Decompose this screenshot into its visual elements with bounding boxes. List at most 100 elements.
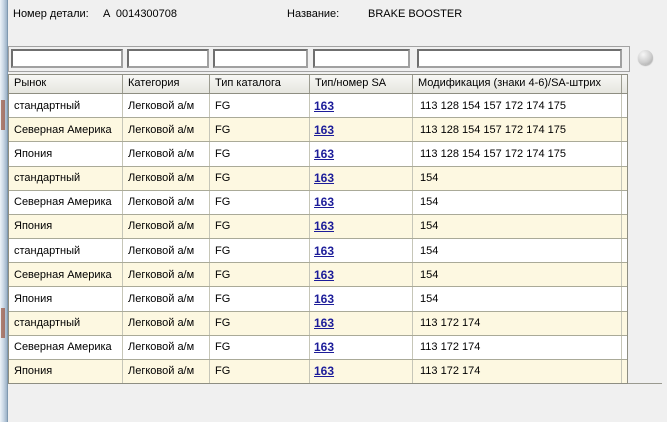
modification-cell: 154: [413, 263, 622, 287]
sa-number-link[interactable]: 163: [314, 364, 335, 379]
market-cell: Северная Америка: [9, 263, 123, 287]
category-cell: Легковой а/м: [123, 239, 210, 263]
modification-cell: 113 128 154 157 172 174 175: [413, 118, 622, 142]
catalog-type-cell: FG: [210, 287, 310, 311]
catalog-type-cell: FG: [210, 311, 310, 335]
modification-cell: 154: [413, 190, 622, 214]
category-cell: Легковой а/м: [123, 94, 210, 118]
table-row[interactable]: Япония Легковой а/м FG 163 154: [9, 287, 627, 312]
category-cell: Легковой а/м: [123, 166, 210, 190]
name-value: BRAKE BOOSTER: [368, 8, 463, 20]
market-cell: Япония: [9, 359, 123, 384]
category-cell: Легковой а/м: [123, 190, 210, 214]
column-header-catalog-type[interactable]: Тип каталога: [210, 75, 310, 93]
table-row[interactable]: Япония Легковой а/м FG 163 113 128 154 1…: [9, 142, 627, 167]
table-row[interactable]: стандартный Легковой а/м FG 163 154: [9, 239, 627, 264]
name-label: Название:: [287, 8, 340, 20]
column-header-sa-number[interactable]: Тип/номер SA: [310, 75, 413, 93]
sa-number-link[interactable]: 163: [314, 316, 335, 331]
sa-number-cell: 163: [310, 335, 413, 359]
table-row[interactable]: Япония Легковой а/м FG 163 154: [9, 214, 627, 240]
filter-input-market[interactable]: [11, 49, 123, 68]
filter-input-sa-number[interactable]: [313, 49, 410, 68]
sa-number-link[interactable]: 163: [314, 98, 335, 113]
sa-number-cell: 163: [310, 142, 413, 166]
sa-number-link[interactable]: 163: [314, 146, 335, 161]
filler-cell: [622, 336, 627, 359]
column-header-filler: [622, 75, 627, 93]
catalog-type-cell: FG: [210, 190, 310, 214]
market-cell: стандартный: [9, 239, 123, 263]
sa-number-link[interactable]: 163: [314, 267, 335, 282]
market-cell: Северная Америка: [9, 190, 123, 214]
category-cell: Легковой а/м: [123, 142, 210, 166]
market-cell: Северная Америка: [9, 118, 123, 142]
filler-cell: [622, 263, 627, 286]
modification-cell: 113 128 154 157 172 174 175: [413, 142, 622, 166]
window-edge: [0, 0, 8, 422]
modification-cell: 154: [413, 287, 622, 311]
edge-mark: [1, 100, 5, 130]
modification-cell: 113 172 174: [413, 335, 622, 359]
category-cell: Легковой а/м: [123, 335, 210, 359]
table-row[interactable]: Северная Америка Легковой а/м FG 163 154: [9, 263, 627, 288]
column-header-market[interactable]: Рынок: [9, 75, 123, 93]
filter-input-modification[interactable]: [417, 49, 622, 68]
modification-cell: 113 172 174: [413, 359, 622, 384]
sa-number-link[interactable]: 163: [314, 171, 335, 186]
sa-number-link[interactable]: 163: [314, 243, 335, 258]
column-header-modification[interactable]: Модификация (знаки 4-6)/SA-штрих: [413, 75, 622, 93]
filter-input-catalog-type[interactable]: [213, 49, 308, 68]
catalog-type-cell: FG: [210, 335, 310, 359]
sa-number-cell: 163: [310, 166, 413, 190]
filter-apply-button[interactable]: [638, 50, 653, 65]
modification-cell: 113 172 174: [413, 311, 622, 335]
catalog-type-cell: FG: [210, 94, 310, 118]
parts-table: Рынок Категория Тип каталога Тип/номер S…: [8, 74, 628, 384]
catalog-type-cell: FG: [210, 118, 310, 142]
column-header-category[interactable]: Категория: [123, 75, 210, 93]
filler-cell: [622, 94, 627, 117]
sa-number-link[interactable]: 163: [314, 219, 335, 234]
table-row[interactable]: Северная Америка Легковой а/м FG 163 154: [9, 190, 627, 215]
market-cell: стандартный: [9, 166, 123, 190]
market-cell: Япония: [9, 287, 123, 311]
sa-number-cell: 163: [310, 214, 413, 239]
edge-mark: [1, 308, 5, 338]
table-row[interactable]: стандартный Легковой а/м FG 163 113 172 …: [9, 311, 627, 336]
market-cell: Япония: [9, 142, 123, 166]
sa-number-cell: 163: [310, 118, 413, 142]
part-number-value: A 0014300708: [103, 8, 178, 20]
filler-cell: [622, 287, 627, 310]
grid-body: стандартный Легковой а/м FG 163 113 128 …: [9, 94, 627, 384]
filler-cell: [622, 167, 627, 190]
table-row[interactable]: стандартный Легковой а/м FG 163 113 128 …: [9, 94, 627, 119]
table-row[interactable]: Япония Легковой а/м FG 163 113 172 174: [9, 359, 627, 384]
sa-number-link[interactable]: 163: [314, 195, 335, 210]
category-cell: Легковой а/м: [123, 263, 210, 287]
category-cell: Легковой а/м: [123, 287, 210, 311]
modification-cell: 113 128 154 157 172 174 175: [413, 94, 622, 118]
sa-number-link[interactable]: 163: [314, 340, 335, 355]
sa-number-cell: 163: [310, 359, 413, 384]
sa-number-link[interactable]: 163: [314, 122, 335, 137]
catalog-type-cell: FG: [210, 214, 310, 239]
catalog-type-cell: FG: [210, 359, 310, 384]
market-cell: стандартный: [9, 311, 123, 335]
filler-cell: [622, 215, 627, 238]
market-cell: Япония: [9, 214, 123, 239]
sa-number-cell: 163: [310, 239, 413, 263]
sa-number-cell: 163: [310, 263, 413, 287]
filler-cell: [622, 360, 627, 383]
table-row[interactable]: Северная Америка Легковой а/м FG 163 113…: [9, 118, 627, 143]
filter-input-category[interactable]: [127, 49, 209, 68]
filler-cell: [622, 142, 627, 165]
table-row[interactable]: стандартный Легковой а/м FG 163 154: [9, 166, 627, 191]
sa-number-cell: 163: [310, 311, 413, 335]
sa-number-cell: 163: [310, 287, 413, 311]
catalog-type-cell: FG: [210, 142, 310, 166]
sa-number-link[interactable]: 163: [314, 291, 335, 306]
catalog-type-cell: FG: [210, 239, 310, 263]
table-row[interactable]: Северная Америка Легковой а/м FG 163 113…: [9, 335, 627, 360]
